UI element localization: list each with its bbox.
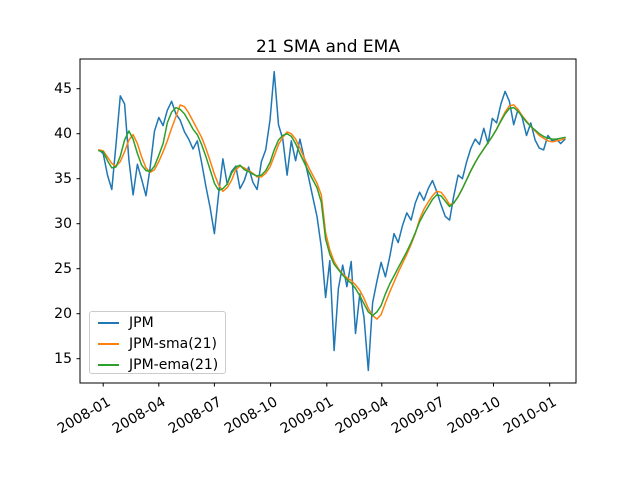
- legend-label: JPM: [129, 314, 154, 331]
- y-tick-label: 45: [54, 80, 72, 97]
- jpm-sma-line-swatch: [98, 342, 119, 345]
- legend-entry-jpm: JPM: [90, 312, 225, 333]
- jpm-sma-21-line: [98, 104, 566, 320]
- legend-label: JPM-sma(21): [129, 335, 217, 352]
- legend-entry-jpm-ema: JPM-ema(21): [90, 354, 225, 375]
- y-tick-label: 15: [54, 350, 72, 367]
- jpm-ema-line-swatch: [98, 363, 119, 366]
- jpm-line-swatch: [98, 321, 119, 324]
- plot-frame: [79, 58, 577, 384]
- legend: JPM JPM-sma(21) JPM-ema(21): [89, 311, 226, 374]
- y-tick-label: 20: [54, 305, 72, 322]
- y-tick-label: 40: [54, 125, 72, 142]
- legend-label: JPM-ema(21): [129, 356, 219, 373]
- chart-title: 21 SMA and EMA: [256, 37, 400, 57]
- jpm-ema-21-line: [98, 106, 566, 317]
- y-tick-label: 25: [54, 260, 72, 277]
- y-tick-label: 35: [54, 170, 72, 187]
- y-tick-label: 30: [54, 215, 72, 232]
- legend-entry-jpm-sma: JPM-sma(21): [90, 333, 225, 354]
